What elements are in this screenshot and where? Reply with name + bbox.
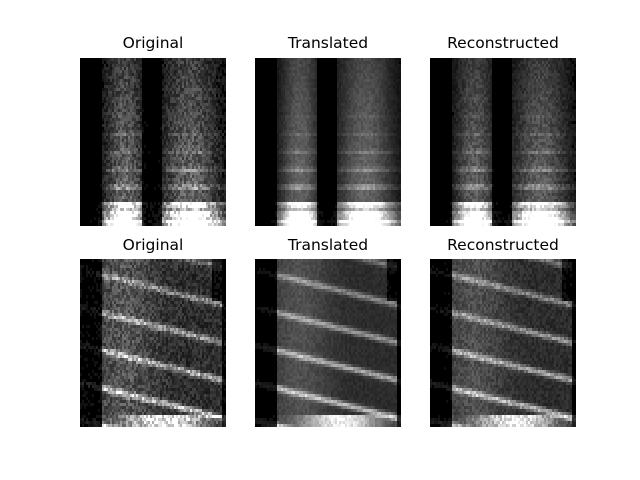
panel-title: Reconstructed (447, 236, 559, 254)
panel-title: Translated (287, 34, 369, 52)
spectrogram-image (430, 58, 576, 226)
panel-title: Original (122, 34, 184, 52)
spectrogram-image (255, 58, 401, 226)
spectrogram-image (80, 259, 226, 427)
panel-title: Translated (287, 236, 369, 254)
panel-title: Reconstructed (447, 34, 559, 52)
panel-title: Original (122, 236, 184, 254)
spectrogram-image (80, 58, 226, 226)
spectrogram-image (255, 259, 401, 427)
spectrogram-image (430, 259, 576, 427)
